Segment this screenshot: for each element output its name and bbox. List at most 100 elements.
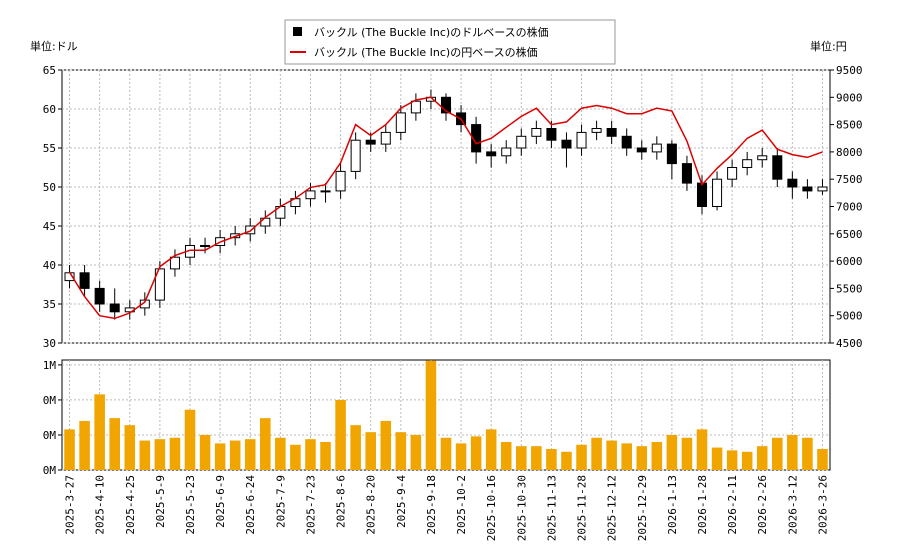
y-tick-label: 40	[43, 259, 56, 272]
volume-bar	[546, 448, 557, 470]
volume-bar	[380, 420, 392, 470]
candle-body	[305, 190, 316, 200]
volume-bar	[606, 440, 617, 470]
volume-bar	[199, 434, 211, 470]
volume-bar	[109, 418, 120, 470]
y-tick-label: 30	[43, 337, 56, 350]
x-tick-label: 2025-7-9	[274, 475, 287, 528]
candle-body	[169, 256, 180, 270]
x-tick-label: 2026-3-12	[786, 475, 799, 535]
volume-bar	[124, 425, 136, 470]
volume-bar	[335, 399, 346, 470]
candle-body	[742, 159, 753, 168]
volume-bar	[500, 441, 512, 470]
y2-tick-label: 9500	[836, 64, 863, 77]
volume-bar	[260, 418, 271, 470]
candle-body	[561, 139, 572, 149]
y-tick-label: 1M	[43, 359, 57, 372]
candle-body	[802, 186, 813, 192]
y-tick-label: 0M	[43, 429, 57, 442]
volume-bar	[787, 434, 798, 470]
volume-bar	[726, 450, 738, 470]
volume-bar	[184, 409, 196, 470]
y-tick-label: 0M	[43, 464, 57, 477]
x-tick-label: 2025-5-23	[184, 475, 197, 535]
candle-body	[486, 151, 497, 157]
x-tick-label: 2025-10-16	[485, 475, 498, 541]
x-tick-label: 2025-8-20	[365, 475, 378, 535]
volume-bar	[666, 434, 678, 470]
x-tick-label: 2026-1-28	[696, 475, 709, 535]
y-tick-label: 60	[43, 103, 56, 116]
candle-body	[94, 287, 105, 305]
volume-bar	[681, 437, 693, 470]
y-tick-label: 50	[43, 181, 56, 194]
candle-body	[245, 225, 256, 235]
x-tick-label: 2025-4-10	[94, 475, 107, 535]
candle-body	[606, 128, 617, 137]
candle-body	[757, 155, 768, 161]
x-tick-label: 2025-7-23	[304, 475, 317, 535]
y2-tick-label: 8000	[836, 146, 863, 159]
volume-bar	[802, 437, 813, 470]
volume-bar	[621, 443, 632, 470]
candle-body	[787, 178, 798, 188]
candle-body	[772, 155, 783, 180]
x-tick-label: 2026-2-26	[756, 475, 769, 535]
y2-tick-label: 4500	[836, 337, 863, 350]
volume-bar	[94, 394, 105, 470]
candle-body	[666, 143, 677, 165]
candle-body	[350, 139, 361, 172]
volume-bar	[229, 440, 241, 470]
volume-bar	[214, 443, 226, 470]
legend-swatch	[293, 27, 302, 36]
x-tick-label: 2025-10-2	[455, 475, 468, 535]
x-tick-label: 2025-6-24	[244, 475, 257, 535]
x-tick-label: 2025-4-25	[124, 475, 137, 535]
volume-bar	[410, 434, 422, 470]
y2-tick-label: 7000	[836, 201, 863, 214]
volume-bar	[154, 439, 166, 470]
candle-body	[531, 128, 542, 137]
y2-unit-label: 単位:円	[810, 39, 847, 53]
volume-bar	[711, 447, 723, 470]
y2-tick-label: 6000	[836, 255, 863, 268]
volume-bar	[591, 437, 602, 470]
volume-bar	[485, 429, 497, 470]
x-tick-label: 2025-9-18	[425, 475, 438, 535]
x-tick-label: 2025-11-13	[545, 475, 558, 541]
y2-tick-label: 5000	[836, 310, 863, 323]
candle-body	[335, 170, 346, 192]
x-tick-label: 2025-5-9	[154, 475, 167, 528]
candle-body	[79, 272, 90, 289]
volume-bar	[79, 420, 90, 470]
x-tick-label: 2026-2-11	[726, 475, 739, 535]
x-tick-label: 2025-9-4	[395, 475, 408, 528]
volume-bar	[290, 444, 301, 470]
candle-body	[516, 135, 527, 149]
volume-bar	[772, 437, 783, 470]
candle-body	[139, 299, 150, 309]
volume-bar	[244, 439, 256, 470]
candle-body	[651, 143, 662, 153]
x-tick-label: 2025-12-29	[636, 475, 649, 541]
y-tick-label: 65	[43, 64, 56, 77]
price-line	[68, 96, 823, 320]
x-tick-label: 2025-3-27	[64, 475, 77, 535]
y2-tick-label: 8500	[836, 119, 863, 132]
y2-tick-label: 5500	[836, 282, 863, 295]
candle-body	[681, 163, 692, 184]
candle-body	[636, 147, 647, 153]
volume-bar	[395, 432, 407, 470]
volume-bar	[139, 440, 151, 470]
candle-body	[154, 268, 165, 301]
legend-entry: バックル (The Buckle Inc)のドルベースの株価	[314, 25, 549, 39]
candle-body	[696, 182, 708, 208]
legend-entry: バックル (The Buckle Inc)の円ベースの株価	[314, 45, 538, 59]
volume-bar	[425, 360, 437, 470]
y-tick-label: 55	[43, 142, 56, 155]
candle-body	[591, 128, 602, 133]
volume-bar	[576, 444, 587, 470]
candle-body	[621, 135, 632, 149]
